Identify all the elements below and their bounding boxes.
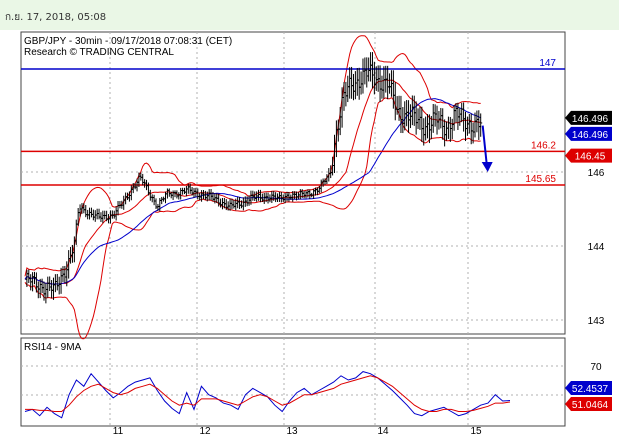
chart-labels: 143 144 146 11 12 13 14 15 70 146.496 146.496 146.4…: [113, 110, 612, 437]
x-tick-label: 11: [113, 426, 124, 437]
chart-title: GBP/JPY - 30min - 09/17/2018 07:08:31 (C…: [24, 36, 232, 47]
chart-subtitle: Research © TRADING CENTRAL: [24, 47, 174, 58]
rsi-tag: 52.4537: [565, 381, 612, 395]
level-label: 147: [539, 58, 556, 69]
price-tag: 146.45: [565, 148, 612, 163]
rsi-tag-label: 52.4537: [572, 384, 609, 395]
price-tag-bg: [565, 110, 612, 125]
price-tag-bg: [565, 148, 612, 163]
x-tick-label: 12: [199, 426, 211, 437]
price-tag: 146.496: [565, 126, 612, 141]
rsi-tag: 51.0464: [565, 397, 612, 411]
date-label: ก.ย. 17, 2018, 05:08: [5, 12, 107, 23]
rsi-tag-label: 51.0464: [572, 400, 609, 411]
rsi-title: RSI14 - 9MA: [24, 342, 82, 353]
x-tick-label: 15: [470, 426, 482, 437]
grid: [21, 32, 565, 426]
price-tag-label: 146.496: [572, 130, 609, 141]
price-tag: 146.496: [565, 110, 612, 125]
level-label: 145.65: [525, 174, 556, 185]
rsi-tag-bg: [565, 381, 612, 395]
rsi-tick-label: 70: [590, 362, 602, 373]
price-tag-label: 146.45: [575, 152, 606, 163]
middle-band: [24, 79, 481, 285]
rsi-tag-bg: [565, 397, 612, 411]
price-series: [25, 52, 483, 304]
forecast-arrow: [481, 125, 493, 172]
x-tick-label: 14: [377, 426, 389, 437]
rsi-series: [24, 371, 511, 419]
y-tick-label: 146: [588, 168, 605, 179]
main-panel: [20, 31, 566, 335]
rsi-panel: [20, 337, 566, 427]
y-tick-label: 143: [588, 316, 605, 327]
price-tag-bg: [565, 126, 612, 141]
x-tick-label: 13: [286, 426, 298, 437]
header-bar: ก.ย. 17, 2018, 05:08: [0, 0, 619, 30]
rsi-ma-line: [25, 375, 511, 412]
level-label: 146.2: [531, 140, 556, 151]
arrow-shaft: [481, 125, 488, 165]
y-tick-label: 144: [588, 242, 605, 253]
arrow-head: [481, 162, 493, 172]
price-tag-label: 146.496: [572, 114, 609, 125]
